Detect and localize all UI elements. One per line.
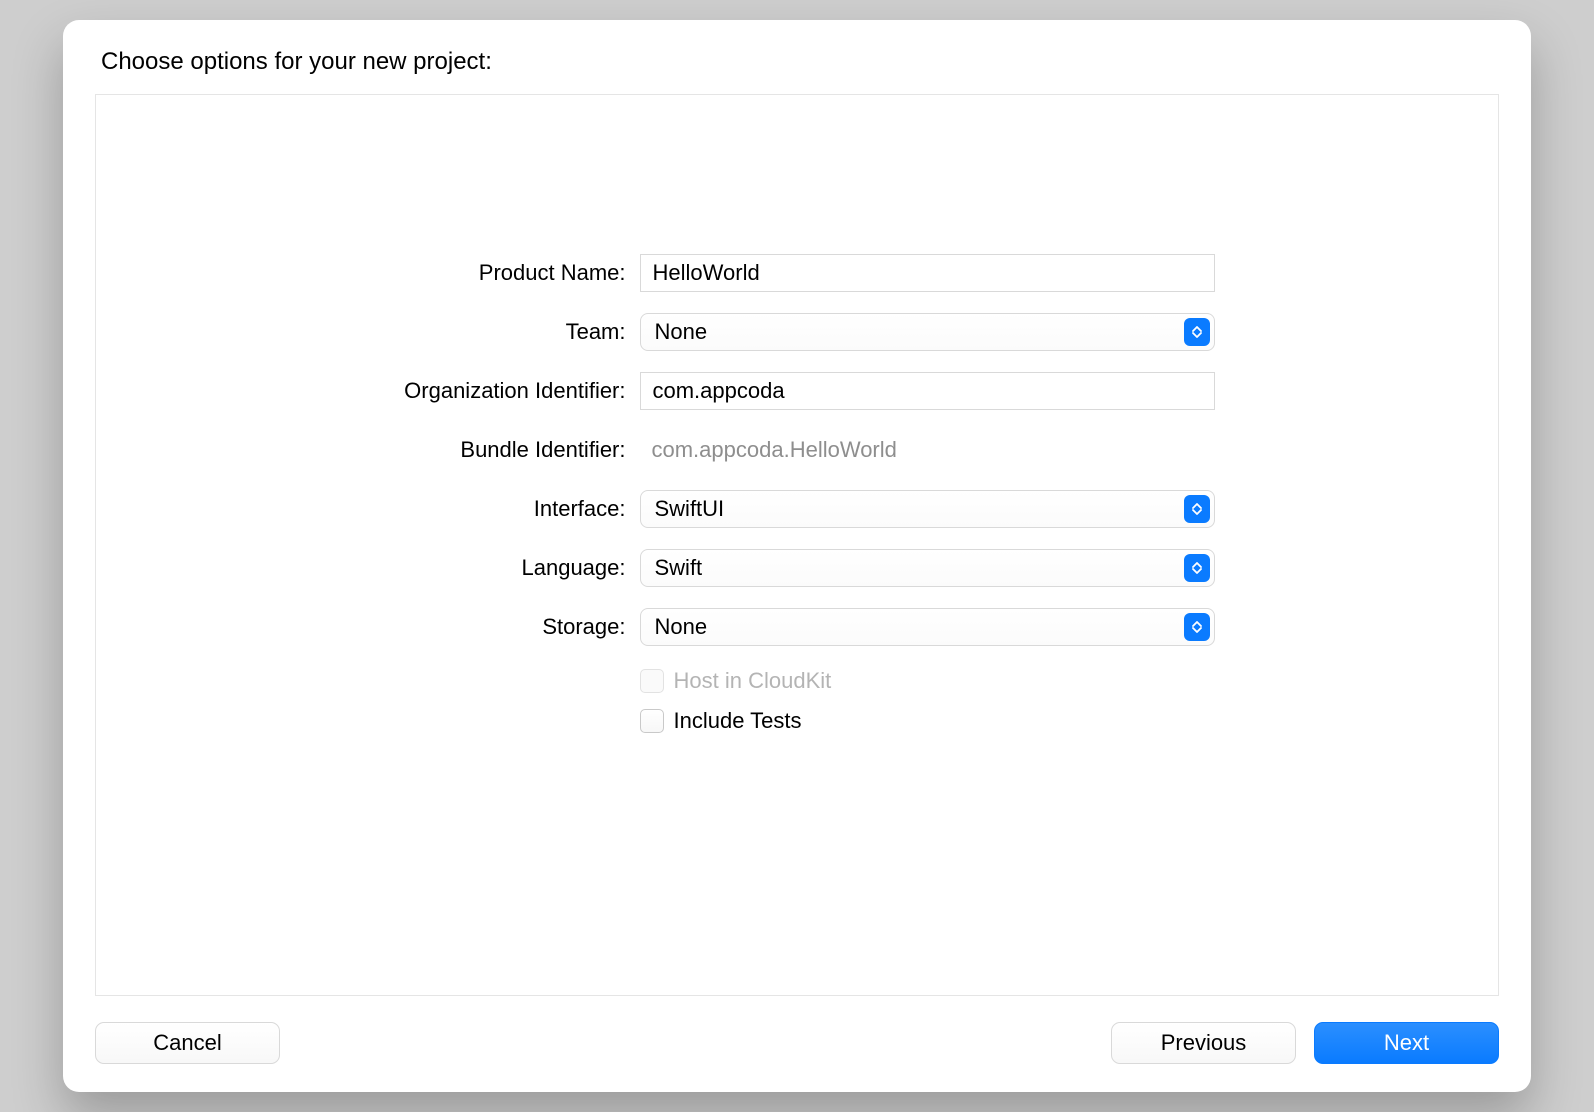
team-select-value: None [640, 313, 1215, 351]
bundle-identifier-label: Bundle Identifier: [380, 437, 640, 463]
updown-icon [1184, 613, 1210, 641]
team-row: Team: None [380, 312, 1215, 352]
storage-select-value: None [640, 608, 1215, 646]
button-bar: Cancel Previous Next [95, 996, 1499, 1064]
updown-icon [1184, 554, 1210, 582]
interface-label: Interface: [380, 496, 640, 522]
form-panel: Product Name: Team: None [95, 94, 1499, 996]
interface-select-value: SwiftUI [640, 490, 1215, 528]
language-select[interactable]: Swift [640, 549, 1215, 587]
next-button[interactable]: Next [1314, 1022, 1499, 1064]
updown-icon [1184, 318, 1210, 346]
team-label: Team: [380, 319, 640, 345]
product-name-input[interactable] [640, 254, 1215, 292]
bundle-identifier-value: com.appcoda.HelloWorld [640, 437, 1215, 463]
options-form: Product Name: Team: None [380, 253, 1215, 746]
dialog-title: Choose options for your new project: [95, 48, 1499, 76]
product-name-row: Product Name: [380, 253, 1215, 293]
include-tests-label: Include Tests [674, 708, 802, 734]
interface-row: Interface: SwiftUI [380, 489, 1215, 529]
storage-select[interactable]: None [640, 608, 1215, 646]
host-cloudkit-label: Host in CloudKit [674, 668, 832, 694]
include-tests-checkbox[interactable] [640, 709, 664, 733]
new-project-options-dialog: Choose options for your new project: Pro… [63, 20, 1531, 1092]
interface-select[interactable]: SwiftUI [640, 490, 1215, 528]
language-select-value: Swift [640, 549, 1215, 587]
previous-button[interactable]: Previous [1111, 1022, 1296, 1064]
host-cloudkit-checkbox [640, 669, 664, 693]
include-tests-row: Include Tests [380, 706, 1215, 736]
host-cloudkit-row: Host in CloudKit [380, 666, 1215, 696]
product-name-label: Product Name: [380, 260, 640, 286]
storage-label: Storage: [380, 614, 640, 640]
org-identifier-row: Organization Identifier: [380, 371, 1215, 411]
team-select[interactable]: None [640, 313, 1215, 351]
updown-icon [1184, 495, 1210, 523]
storage-row: Storage: None [380, 607, 1215, 647]
org-identifier-label: Organization Identifier: [380, 378, 640, 404]
org-identifier-input[interactable] [640, 372, 1215, 410]
bundle-identifier-row: Bundle Identifier: com.appcoda.HelloWorl… [380, 430, 1215, 470]
language-label: Language: [380, 555, 640, 581]
cancel-button[interactable]: Cancel [95, 1022, 280, 1064]
language-row: Language: Swift [380, 548, 1215, 588]
